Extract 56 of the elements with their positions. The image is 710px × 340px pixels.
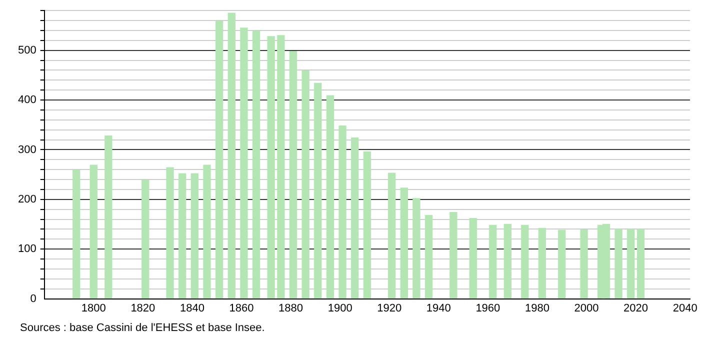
x-tick-label: 2000: [574, 302, 599, 314]
bar: [400, 188, 408, 299]
bar: [252, 30, 260, 299]
bar: [388, 172, 396, 299]
bar: [363, 151, 372, 299]
y-tick-label: 100: [18, 243, 36, 256]
bar: [90, 164, 98, 299]
y-tick-label: 200: [18, 193, 36, 206]
bar: [142, 180, 150, 299]
y-tick-label: 300: [18, 144, 36, 156]
x-tick-label: 1840: [180, 302, 204, 314]
bar: [267, 36, 275, 299]
bar: [614, 228, 622, 299]
source-note: Sources : base Cassini de l'EHESS et base Insee.: [20, 322, 265, 334]
x-tick-label: 1820: [130, 302, 156, 314]
bar: [240, 28, 248, 299]
x-tick-label: 1880: [278, 302, 304, 314]
bar: [580, 229, 588, 299]
bar: [314, 82, 322, 299]
bar: [351, 137, 359, 299]
bar: [521, 224, 529, 299]
bar: [424, 214, 433, 299]
bar: [215, 20, 224, 299]
bar: [203, 164, 211, 299]
x-tick-label: 1940: [426, 302, 451, 314]
bar: [338, 126, 346, 299]
bar: [72, 170, 80, 299]
y-tick-label: 0: [30, 292, 36, 305]
bar: [178, 173, 186, 299]
bar: [277, 35, 285, 299]
y-tick-label: 500: [18, 44, 36, 56]
x-tick-label: 1960: [476, 302, 500, 314]
bar: [228, 12, 236, 299]
bar: [469, 218, 477, 299]
x-tick-label: 2020: [624, 302, 648, 314]
bar: [504, 224, 512, 299]
bar: [450, 212, 458, 299]
x-tick-label: 1860: [229, 302, 254, 314]
x-tick-label: 2040: [672, 302, 698, 314]
x-tick-label: 1900: [328, 302, 352, 314]
bar: [326, 95, 334, 299]
bar: [104, 135, 112, 299]
bar: [289, 51, 298, 299]
bar: [302, 70, 310, 299]
bar: [489, 224, 497, 299]
bar: [636, 228, 645, 299]
y-tick-label: 400: [18, 94, 36, 106]
x-tick-label: 1800: [81, 302, 106, 314]
bar: [412, 198, 420, 299]
x-tick-label: 1920: [377, 302, 402, 314]
bar: [190, 173, 199, 299]
x-tick-label: 1980: [524, 302, 550, 314]
bar: [627, 228, 635, 299]
bar: [166, 167, 174, 299]
bar: [558, 230, 566, 299]
bar: [538, 228, 546, 299]
